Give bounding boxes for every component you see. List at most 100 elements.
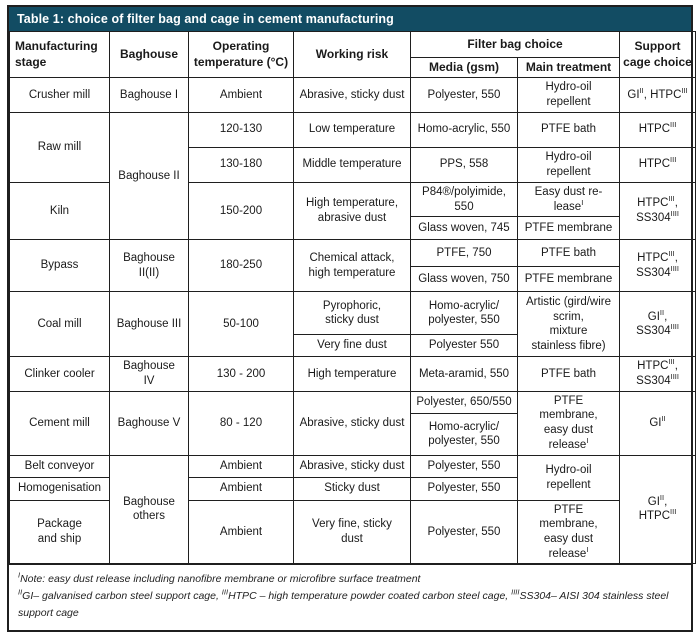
table-row: Clinker cooler Baghouse IV 130 - 200 High t… (9, 356, 697, 392)
table-cell: Polyester, 550 (410, 77, 518, 113)
table-cell: PTFE, 750 (410, 239, 518, 268)
table-cell: Baghouse II (109, 111, 189, 241)
table-cell: PTFE membrane, easy dust releaseI (516, 499, 621, 565)
table-cell: GIII, SS304IIII (619, 291, 697, 358)
table-cell: GIII, HTPCIII (619, 77, 697, 113)
table-title: Table 1: choice of filter bag and cage i… (17, 12, 394, 26)
col-header-manufacturing-stage: Manufacturing stage (9, 30, 110, 79)
footnotes: INote: easy dust release including nanof… (9, 564, 691, 629)
col-header-baghouse: Baghouse (109, 30, 189, 79)
table-cell: Glass woven, 750 (410, 266, 518, 293)
table-cell: PTFE membrane, easy dust releaseI (516, 390, 621, 456)
table-cell: Package and ship (9, 499, 110, 565)
table-cell: Ambient (188, 454, 294, 478)
table-cell: HTPCIII (619, 146, 697, 183)
table-cell: 80 - 120 (188, 390, 294, 456)
table-frame: Table 1: choice of filter bag and cage i… (7, 5, 697, 632)
table-cell: GIII, HTPCIII (619, 454, 697, 565)
table-cell: PTFE membrane (516, 216, 621, 241)
table-cell: Abrasive, sticky dust (293, 390, 411, 456)
footnote-line-1: INote: easy dust release including nanof… (18, 570, 421, 586)
table-cell: Polyester, 550 (410, 454, 518, 478)
table-cell: High temperature (293, 356, 411, 392)
table-cell: PTFE bath (516, 356, 621, 392)
table-cell: Chemical attack, high temperature (293, 239, 411, 293)
table-row: Glass woven, 750 PTFE membrane (10, 266, 696, 293)
table-title-bar: Table 1: choice of filter bag and cage i… (9, 7, 691, 31)
table-cell: Hydro-oil repellent (516, 77, 621, 113)
table-cell: HTPCIII, SS304IIII (619, 181, 697, 241)
table-cell: HTPCIII, SS304IIII (619, 239, 697, 293)
table-cell: Hydro-oil repellent (516, 454, 621, 501)
table-body: Crusher mill Baghouse I Ambient Abrasive, s… (9, 77, 697, 565)
table-row: Kiln 150-200 High temperature, abrasive du… (9, 181, 697, 241)
table-cell: Homo-acrylic/ polyester, 550 (410, 291, 518, 336)
table-cell: Ambient (188, 476, 294, 501)
table-cell: Crusher mill (9, 77, 110, 113)
table-cell: Polyester, 550 (410, 499, 518, 565)
table-cell: 130-180 (188, 146, 294, 183)
table-cell: Baghouse I (109, 77, 189, 113)
table-row: Package and ship Ambient Very fine, sticky… (9, 499, 696, 565)
table-cell: Cement mill (9, 390, 110, 456)
table-cell: Sticky dust (293, 476, 411, 501)
table-cell: Kiln (9, 181, 110, 241)
table-cell: Belt conveyor (9, 454, 110, 478)
table-cell: Baghouse others (109, 454, 189, 565)
table-cell: Artistic (gird/wire scrim, mixture stain… (516, 291, 621, 358)
table-cell: Ambient (188, 499, 294, 565)
table-row: Homo-acrylic/ polyester, 550 (10, 413, 696, 456)
table-cell: Bypass (9, 239, 110, 293)
table-cell: Polyester, 550 (410, 476, 518, 501)
table-cell: PTFE membrane (516, 266, 621, 293)
table-cell: GIII (619, 390, 697, 456)
table-row: Crusher mill Baghouse I Ambient Abrasive, s… (9, 77, 697, 113)
table-header: Manufacturing stage Baghouse Operating t… (9, 30, 697, 79)
table-cell: Coal mill (9, 291, 110, 358)
table-row: Belt conveyor Baghouse others Ambient Abras… (9, 454, 697, 565)
table-cell: Low temperature (293, 111, 411, 148)
col-header-support-cage-choice: Support cage choice (619, 30, 697, 79)
table-cell: HTPCIII (619, 111, 697, 148)
table-cell: Raw mill (9, 111, 110, 183)
table-cell: Baghouse V (109, 390, 189, 456)
table-row: Coal mill Baghouse III 50-100 Pyrophoric, s… (9, 291, 697, 358)
table-cell: Glass woven, 745 (410, 216, 518, 241)
table-cell: Homo-acrylic/ polyester, 550 (410, 413, 518, 456)
table-row: 130-180 Middle temperature PPS, 558 Hydro-o… (10, 146, 697, 183)
table-row: Glass woven, 745 PTFE membrane (10, 216, 696, 241)
table-row: Raw mill Baghouse II 120-130 Low temperatur… (9, 111, 697, 241)
table-cell: Baghouse IV (109, 356, 189, 392)
table-row: Cement mill Baghouse V 80 - 120 Abrasive, s… (9, 390, 697, 456)
table-cell: 130 - 200 (188, 356, 294, 392)
table-cell: P84®/polyimide, 550 (410, 181, 518, 218)
table-cell: High temperature, abrasive dust (293, 181, 411, 241)
filter-bag-table: Manufacturing stage Baghouse Operating t… (9, 30, 697, 565)
table-cell: PTFE bath (516, 239, 621, 268)
table-row: Homogenisation Ambient Sticky dust Polyeste… (9, 476, 696, 501)
col-header-main-treatment: Main treatment (516, 56, 621, 79)
col-header-operating-temperature: Operating temperature (°C) (188, 30, 294, 79)
table-cell: 150-200 (188, 181, 294, 241)
table-cell: Baghouse II(II) (109, 239, 189, 293)
table-cell: 50-100 (188, 291, 294, 358)
table-cell: Polyester 550 (410, 334, 518, 358)
table-cell: HTPCIII, SS304IIII (619, 356, 697, 392)
table-cell: Middle temperature (293, 146, 411, 183)
table-cell: Ambient (188, 77, 294, 113)
col-header-media-gsm: Media (gsm) (410, 56, 518, 79)
table-row: Bypass Baghouse II(II) 180-250 Chemical att… (9, 239, 697, 293)
col-header-working-risk: Working risk (293, 30, 411, 79)
table-cell: Homo-acrylic, 550 (410, 111, 518, 148)
table-cell: Pyrophoric, sticky dust (293, 291, 411, 336)
table-cell: Meta-aramid, 550 (410, 356, 518, 392)
table-cell: Hydro-oil repellent (516, 146, 621, 183)
table-cell: PTFE bath (516, 111, 621, 148)
page: Table 1: choice of filter bag and cage i… (7, 5, 697, 632)
table-cell: Abrasive, sticky dust (293, 454, 411, 478)
table-cell: Clinker cooler (9, 356, 110, 392)
table-cell: Very fine dust (293, 334, 411, 358)
table-cell: Homogenisation (9, 476, 110, 501)
table-cell: Very fine, sticky dust (293, 499, 411, 565)
table-cell: 180-250 (188, 239, 294, 293)
